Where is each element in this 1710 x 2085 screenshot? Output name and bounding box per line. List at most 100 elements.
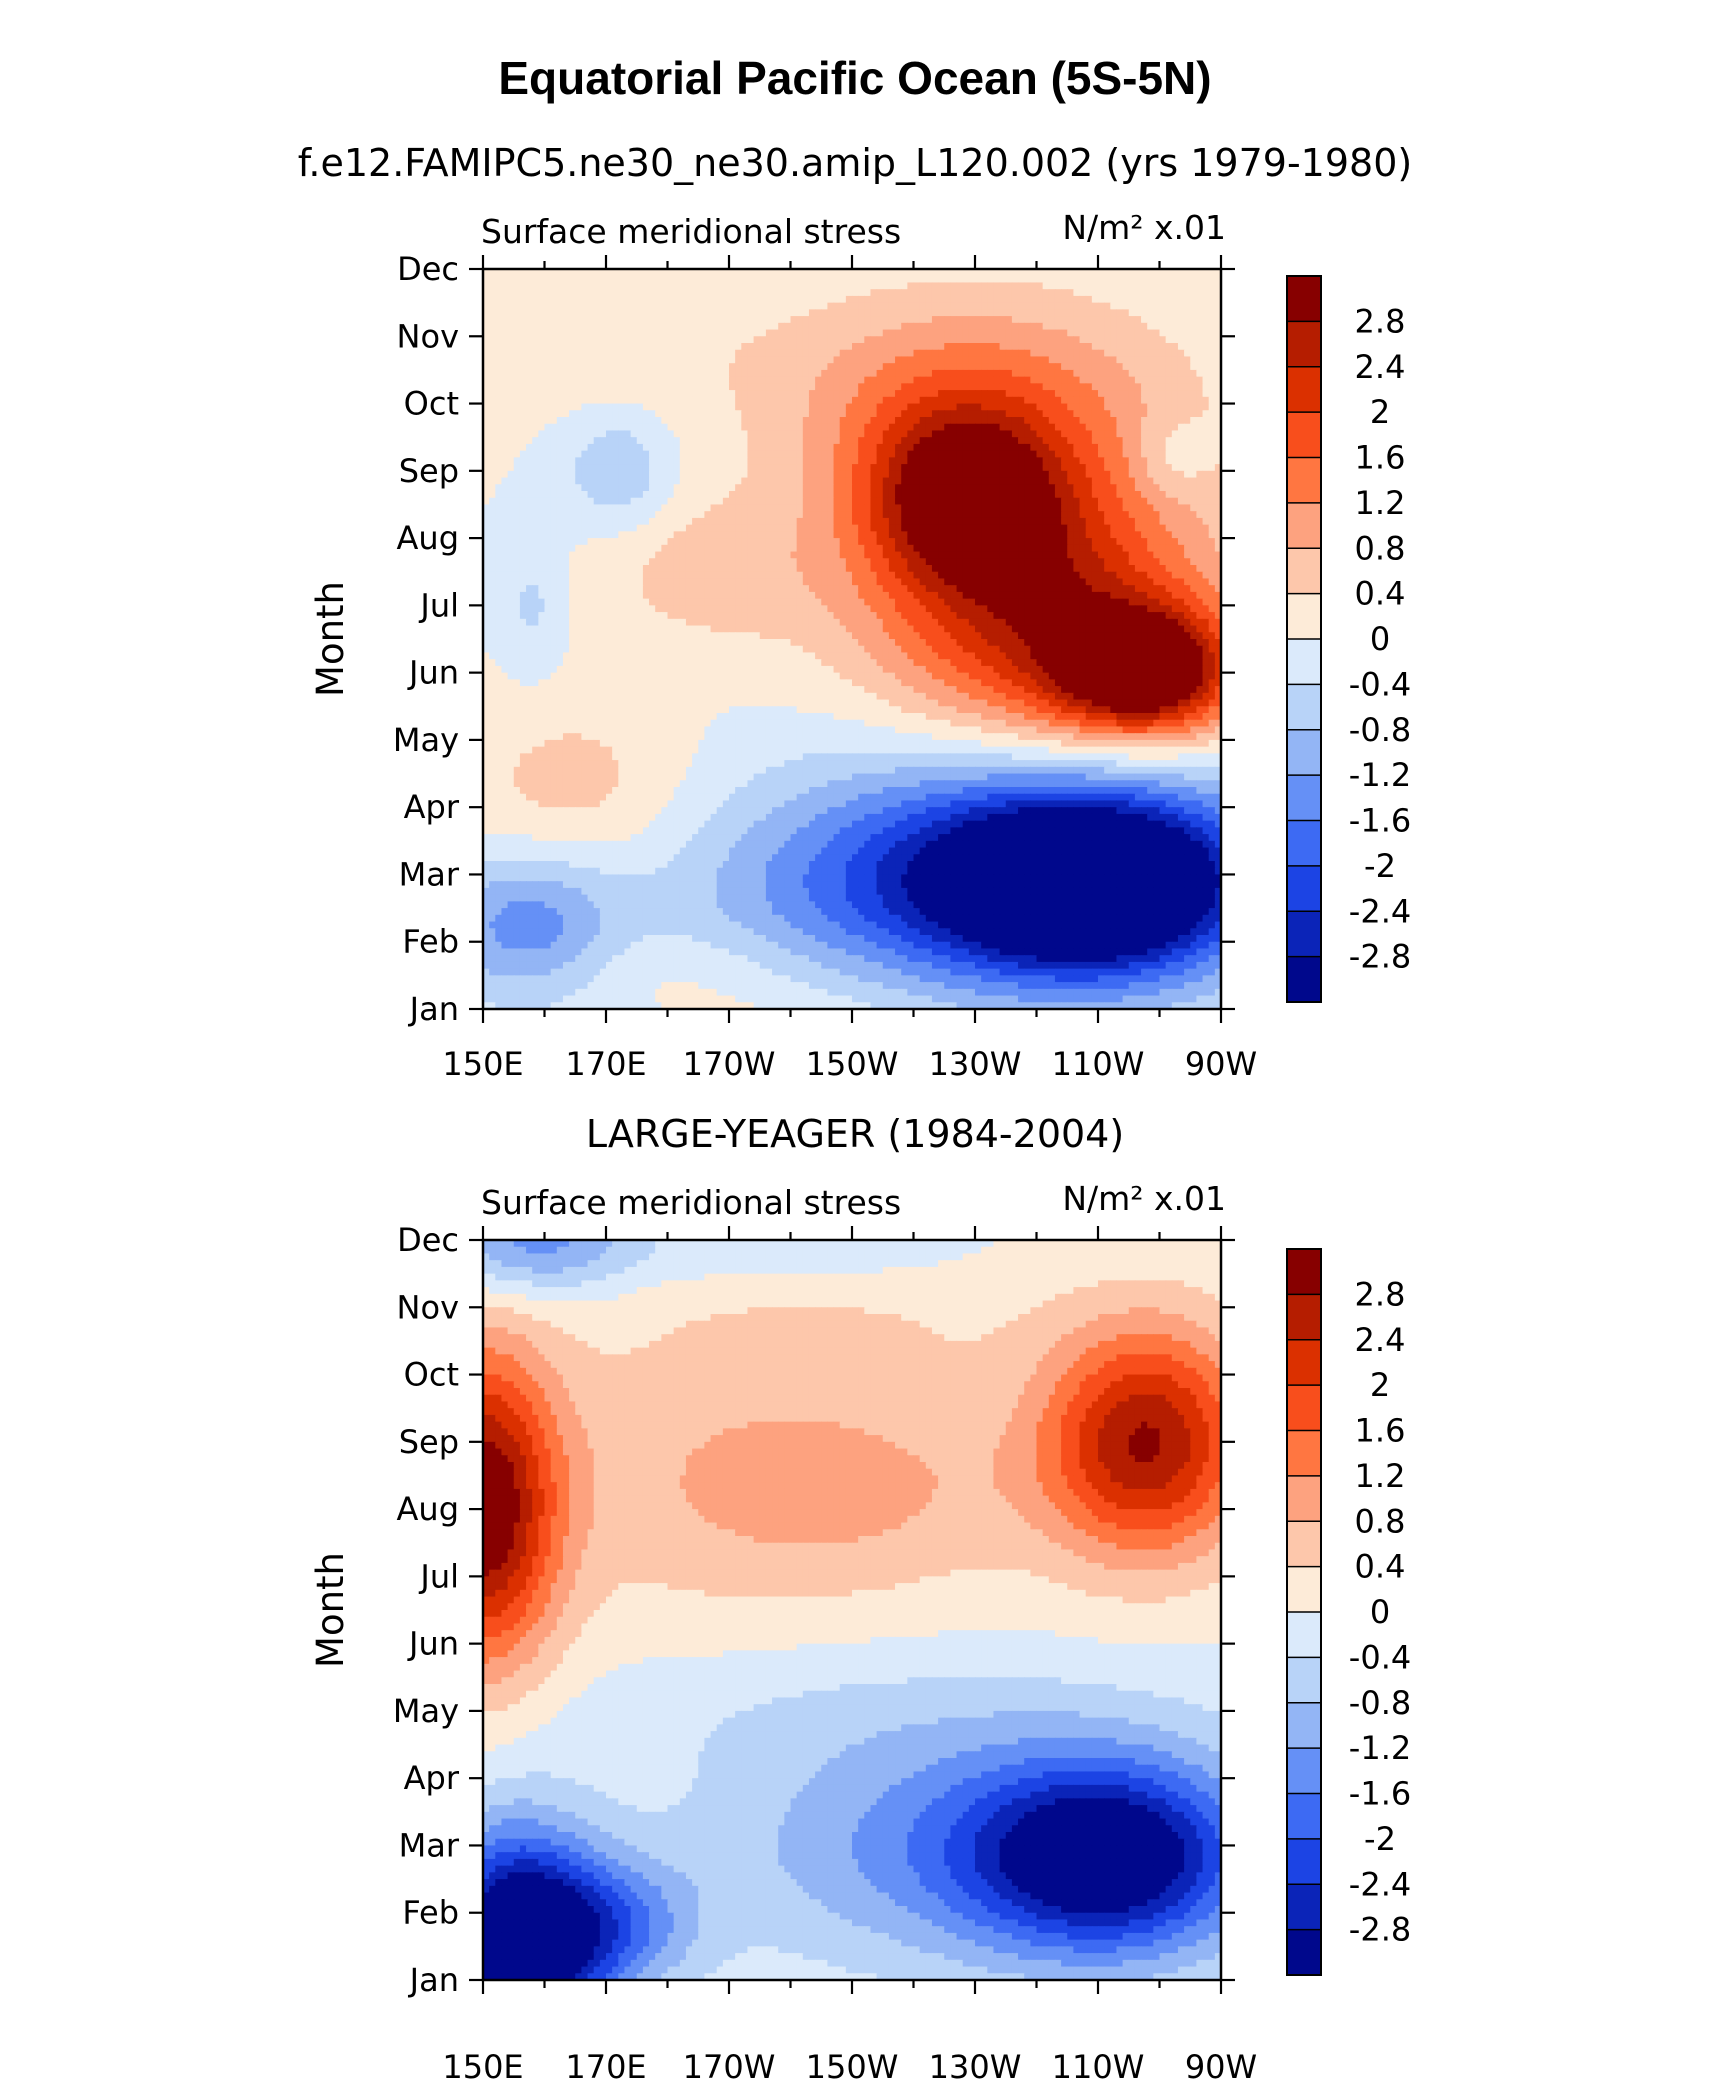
field-cell xyxy=(1006,491,1013,498)
field-cell xyxy=(950,330,957,337)
field-cell xyxy=(938,397,945,404)
field-cell xyxy=(932,444,939,451)
field-cell xyxy=(895,478,902,485)
field-cell xyxy=(637,323,644,330)
field-cell xyxy=(1160,397,1167,404)
field-cell xyxy=(698,309,705,316)
field-cell xyxy=(637,464,644,471)
field-cell xyxy=(1166,356,1173,363)
field-cell xyxy=(600,491,607,498)
field-cell xyxy=(1135,430,1142,437)
field-cell xyxy=(932,289,939,296)
field-cell xyxy=(870,350,877,357)
field-cell xyxy=(846,451,853,458)
field-cell xyxy=(637,296,644,303)
field-cell xyxy=(840,350,847,357)
field-cell xyxy=(926,531,933,538)
field-cell xyxy=(883,451,890,458)
field-cell xyxy=(1184,417,1191,424)
field-cell xyxy=(723,457,730,464)
field-cell xyxy=(649,410,656,417)
field-cell xyxy=(889,410,896,417)
field-cell xyxy=(975,417,982,424)
field-cell xyxy=(581,464,588,471)
field-cell xyxy=(914,525,921,532)
field-cell xyxy=(1073,498,1080,505)
field-cell xyxy=(754,323,761,330)
field-cell xyxy=(760,296,767,303)
field-cell xyxy=(1184,410,1191,417)
field-cell xyxy=(920,457,927,464)
field-cell xyxy=(895,323,902,330)
field-cell xyxy=(877,531,884,538)
field-cell xyxy=(772,457,779,464)
field-cell xyxy=(901,390,908,397)
field-cell xyxy=(1092,518,1099,525)
field-cell xyxy=(1184,464,1191,471)
field-cell xyxy=(1012,525,1019,532)
field-cell xyxy=(1006,309,1013,316)
field-cell xyxy=(717,545,724,552)
field-cell xyxy=(840,336,847,343)
field-cell xyxy=(655,484,662,491)
field-cell xyxy=(969,377,976,384)
field-cell xyxy=(784,390,791,397)
field-cell xyxy=(649,323,656,330)
field-cell xyxy=(1086,531,1093,538)
field-cell xyxy=(538,323,545,330)
field-cell xyxy=(655,511,662,518)
field-cell xyxy=(551,531,558,538)
field-cell xyxy=(1160,437,1167,444)
field-cell xyxy=(901,491,908,498)
field-cell xyxy=(711,545,718,552)
field-cell xyxy=(821,383,828,390)
field-cell xyxy=(1129,417,1136,424)
field-cell xyxy=(1123,511,1130,518)
field-cell xyxy=(858,383,865,390)
field-cell xyxy=(508,336,515,343)
field-cell xyxy=(631,316,638,323)
field-cell xyxy=(1061,377,1068,384)
field-cell xyxy=(778,390,785,397)
field-cell xyxy=(729,383,736,390)
field-cell xyxy=(600,316,607,323)
field-cell xyxy=(1006,498,1013,505)
field-cell xyxy=(1153,356,1160,363)
field-cell xyxy=(944,323,951,330)
field-cell xyxy=(1160,363,1167,370)
field-cell xyxy=(668,498,675,505)
field-cell xyxy=(588,370,595,377)
field-cell xyxy=(735,410,742,417)
field-cell xyxy=(508,424,515,431)
field-cell xyxy=(545,504,552,511)
field-cell xyxy=(760,457,767,464)
field-cell xyxy=(637,390,644,397)
field-cell xyxy=(631,356,638,363)
field-cell xyxy=(575,538,582,545)
field-cell xyxy=(643,478,650,485)
field-cell xyxy=(594,545,601,552)
field-cell xyxy=(581,498,588,505)
field-cell xyxy=(957,323,964,330)
units-label: N/m² x.01 xyxy=(1062,208,1226,247)
field-cell xyxy=(760,464,767,471)
field-cell xyxy=(815,504,822,511)
field-cell xyxy=(1055,417,1062,424)
field-cell xyxy=(1153,518,1160,525)
field-cell xyxy=(1037,410,1044,417)
field-cell xyxy=(754,538,761,545)
field-cell xyxy=(741,451,748,458)
field-cell xyxy=(840,316,847,323)
field-cell xyxy=(729,296,736,303)
field-cell xyxy=(581,276,588,283)
field-cell xyxy=(1209,397,1216,404)
field-cell xyxy=(914,356,921,363)
field-cell xyxy=(907,471,914,478)
field-cell xyxy=(624,336,631,343)
field-cell xyxy=(618,383,625,390)
field-cell xyxy=(840,471,847,478)
field-cell xyxy=(846,424,853,431)
field-cell xyxy=(1104,410,1111,417)
field-cell xyxy=(1037,323,1044,330)
field-cell xyxy=(1153,316,1160,323)
